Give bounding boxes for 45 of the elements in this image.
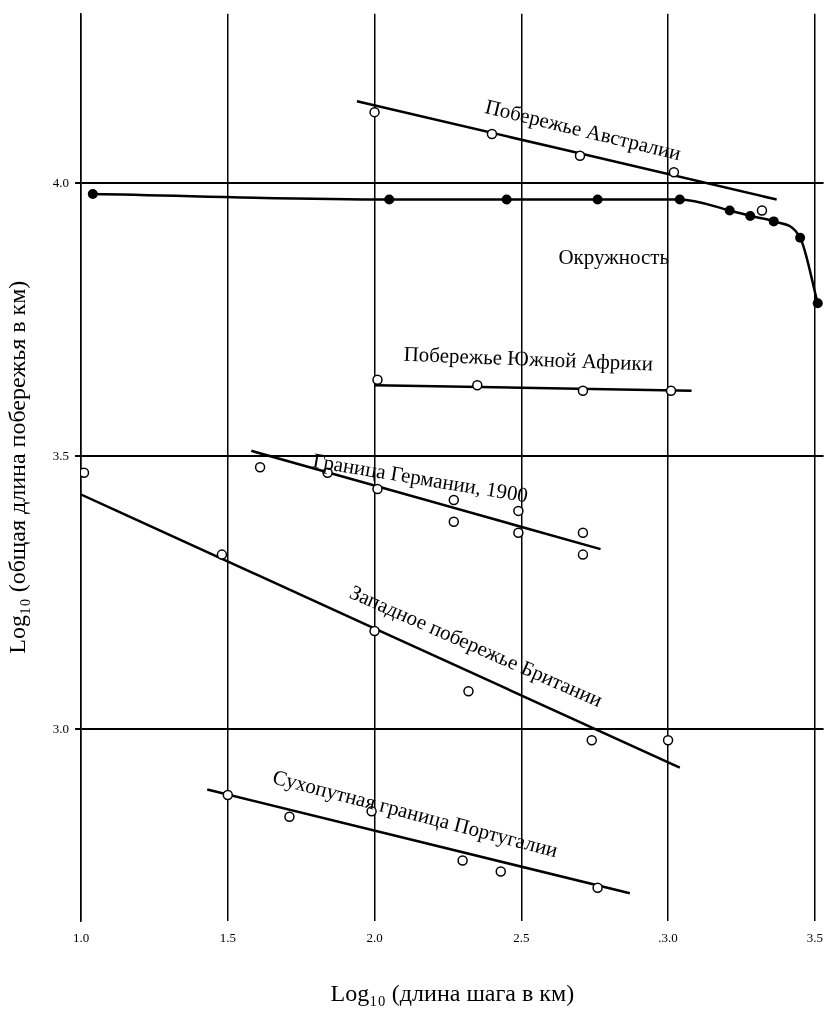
point [674,194,685,205]
point [254,461,266,473]
point [577,549,589,560]
point [513,527,524,538]
point [222,789,234,801]
point [369,106,380,118]
x-axis-title: Log₁₀ (длина шага в км) [330,979,575,1006]
point [592,882,603,894]
point [472,380,483,391]
x-tick-label: 1.5 [219,929,236,945]
point [668,166,680,178]
point [501,194,512,205]
point [724,205,735,216]
point [216,549,228,560]
x-tick-label: 2.0 [366,929,383,945]
point [495,866,507,877]
point [384,194,395,205]
point [756,205,768,216]
point [665,385,677,396]
x-tick-label: 2.5 [513,929,530,945]
point [768,216,779,227]
point [448,516,460,528]
x-tick-label: 3.5 [806,929,823,945]
point [463,685,474,697]
point [577,527,589,538]
point [284,811,295,823]
point [513,505,524,517]
point [586,735,597,746]
x-tick-label: .3.0 [658,929,678,945]
point [372,483,383,495]
point [795,232,806,243]
point [372,374,383,386]
y-tick-label: 3.5 [52,447,70,463]
point [87,189,98,200]
point [812,298,823,309]
point [662,735,674,746]
point [745,210,756,221]
point [574,150,586,162]
y-tick-label: 4.0 [52,174,70,190]
point [592,194,603,205]
x-tick-label: 1.0 [72,929,90,945]
point [577,385,589,396]
y-tick-label: 3.0 [52,720,70,736]
series-label: Побережье Южной Африки [403,341,654,376]
y-axis-title: Log₁₀ (общая длина побережья в км) [3,280,30,654]
